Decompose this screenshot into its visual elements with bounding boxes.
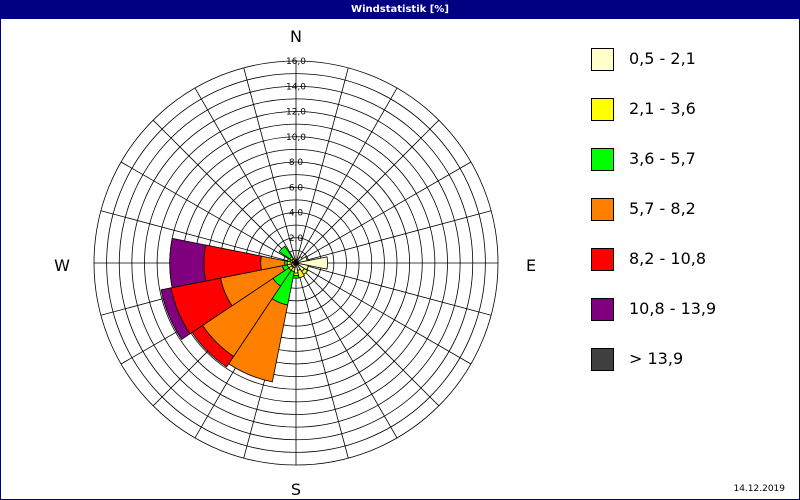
legend-label: > 13,9 [629,349,684,368]
grid-spoke [100,210,297,264]
legend-item: 5,7 - 8,2 [591,195,791,225]
legend-label: 5,7 - 8,2 [629,199,696,218]
legend-label: 3,6 - 5,7 [629,149,696,168]
radial-tick-label: 14,0 [286,82,306,92]
radial-tick-label: 4,0 [289,209,304,219]
grid-spoke [295,161,472,264]
legend-label: 8,2 - 10,8 [629,249,707,268]
cardinal-label-east: E [526,256,536,275]
date-stamp: 14.12.2019 [733,484,785,494]
legend-swatch [591,248,614,271]
radial-tick-label: 8,0 [289,158,304,168]
wind-rose-bar [169,237,207,289]
wind-rose-bars [160,237,328,383]
grid-spoke [295,67,349,264]
cardinal-label-west: W [54,256,70,275]
wind-rose-bar [160,287,191,341]
legend-item: 2,1 - 3,6 [591,95,791,125]
legend-swatch [591,48,614,71]
legend-swatch [591,298,614,321]
legend-swatch [591,348,614,371]
legend-item: 0,5 - 2,1 [591,45,791,75]
legend-label: 0,5 - 2,1 [629,49,696,68]
wind-rose-bar [295,256,328,270]
cardinal-label-north: N [290,27,302,46]
radial-tick-label: 6,0 [289,183,304,193]
legend-swatch [591,148,614,171]
wind-rose-bar [294,260,297,264]
cardinal-label-south: S [291,480,301,499]
grid-spoke [295,262,398,439]
radial-tick-label: 16,0 [286,57,306,67]
legend-label: 2,1 - 3,6 [629,99,696,118]
chart-title: Windstatistik [%] [1,1,799,19]
legend-swatch [591,198,614,221]
grid-spoke [295,262,440,407]
radial-tick-label: 12,0 [286,108,306,118]
grid-spoke [295,210,492,264]
radial-tick-label: 2,0 [289,234,304,244]
grid-spoke [295,262,472,365]
legend-item: 10,8 - 13,9 [591,295,791,325]
grid-spoke [295,262,492,316]
legend-item: 3,6 - 5,7 [591,145,791,175]
wind-rose-bar [278,245,293,260]
legend-item: 8,2 - 10,8 [591,245,791,275]
grid-spoke [152,119,297,264]
grid-spoke [295,119,440,264]
wind-rose-bar [292,274,300,279]
radial-tick-label: 10,0 [286,133,306,143]
legend-swatch [591,98,614,121]
legend-item: > 13,9 [591,345,791,375]
grid-spoke [120,161,297,264]
grid-spoke [194,87,297,264]
grid-spoke [295,87,398,264]
grid-spoke [295,262,349,459]
grid-spoke [243,67,297,264]
radial-tick-labels: 2,0 4,0 6,0 8,0 10,0 12,0 14,0 16,0 [286,57,306,244]
legend-label: 10,8 - 13,9 [629,299,717,318]
